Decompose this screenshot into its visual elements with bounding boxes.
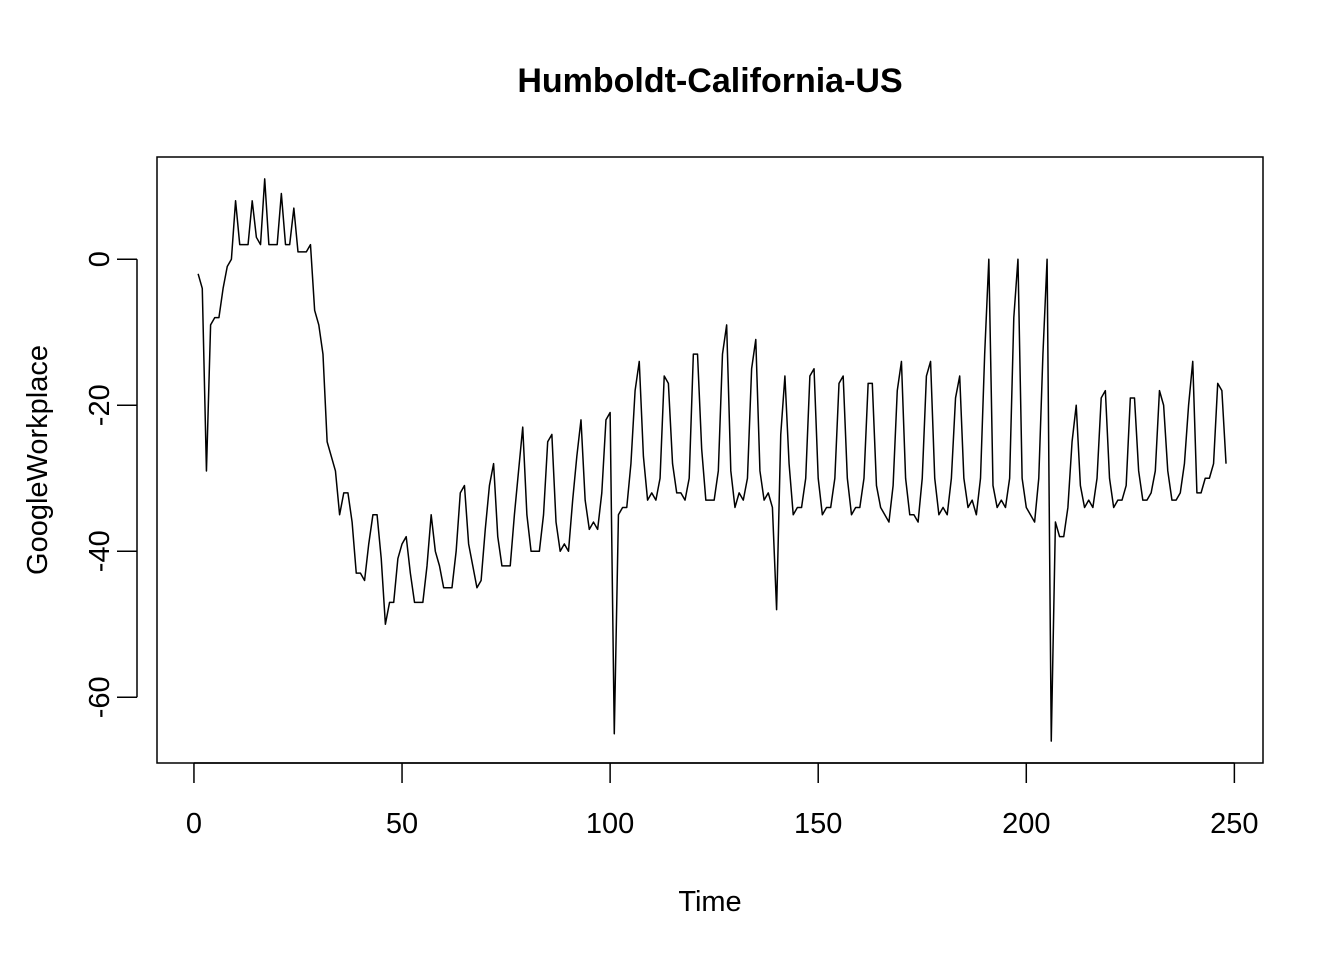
x-tick-label: 250 (1210, 808, 1258, 840)
chart-title: Humboldt-California-US (517, 62, 902, 100)
plot-frame (156, 156, 1264, 764)
x-tick-label: 200 (1002, 808, 1050, 840)
x-axis: 0 50 100 150 200 250 (186, 762, 1259, 840)
series-layer (197, 178, 1227, 742)
series-line (197, 178, 1227, 742)
y-tick-label: -60 (84, 676, 116, 718)
y-axis-label: GoogleWorkplace (22, 345, 54, 575)
x-tick-label: 0 (186, 808, 202, 840)
x-tick-label: 100 (586, 808, 634, 840)
x-axis-label: Time (678, 886, 741, 918)
y-tick-label: 0 (84, 251, 116, 267)
y-axis: -60 -40 -20 0 (84, 251, 138, 718)
y-tick-label: -40 (84, 530, 116, 572)
x-tick-label: 150 (794, 808, 842, 840)
y-tick-label: -20 (84, 384, 116, 426)
x-tick-label: 50 (386, 808, 418, 840)
